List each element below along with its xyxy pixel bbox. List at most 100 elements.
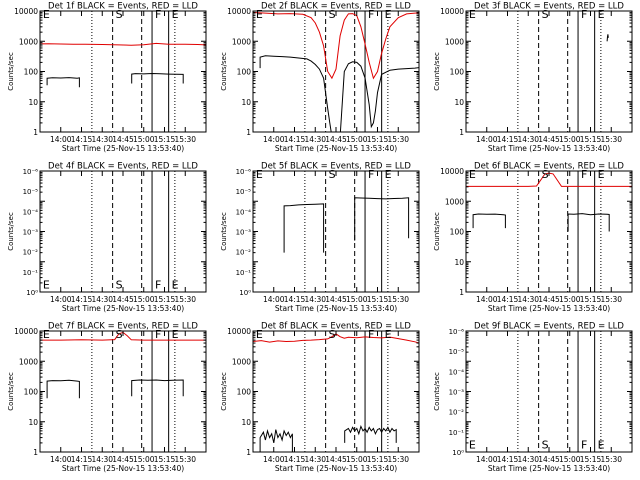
events-series-1: [46, 77, 80, 88]
ytick-label: 10⁻⁶: [236, 168, 252, 176]
ytick-label: 10⁻¹: [236, 269, 252, 277]
xtick-label: 14:00: [263, 295, 285, 304]
events-series-2: [131, 379, 184, 397]
xtick-label: 15:15: [154, 295, 176, 304]
ytick-label: 1: [246, 128, 251, 137]
ytick-label: 10: [241, 98, 251, 107]
xtick-label: 14:45: [538, 135, 560, 144]
marker-label-1: E: [43, 328, 50, 341]
ytick-label: 10⁰: [239, 289, 251, 297]
xtick-label: 14:15: [71, 455, 93, 464]
xtick-label: 15:30: [387, 455, 409, 464]
xtick-label: 15:15: [580, 455, 602, 464]
xtick-label: 15:00: [346, 455, 368, 464]
events-series-2: [354, 197, 410, 241]
event-markers: [517, 11, 602, 132]
marker-label-2: S: [542, 168, 549, 181]
events-series-1: [283, 203, 325, 253]
xtick-label: 15:00: [559, 295, 581, 304]
ytick-label: 10: [28, 98, 38, 107]
marker-label-2: S: [116, 328, 123, 341]
x-axis-label: Start Time (25-Nov-15 13:53:40): [62, 464, 184, 473]
marker-label-4: E: [385, 328, 392, 341]
event-markers: [91, 171, 176, 292]
xtick-label: 14:30: [91, 455, 113, 464]
xtick-label: 14:30: [304, 135, 326, 144]
ytick-label: 10000: [227, 7, 251, 16]
marker-label-1: E: [256, 8, 263, 21]
xtick-label: 15:00: [559, 135, 581, 144]
xtick-label: 14:30: [517, 295, 539, 304]
xtick-label: 15:30: [174, 295, 196, 304]
events-series-2: [344, 424, 397, 443]
marker-label-3: F: [368, 328, 374, 341]
events-series-1: [606, 34, 609, 42]
series-group: [253, 11, 419, 132]
xtick-label: 14:45: [112, 455, 134, 464]
ytick-label: 10000: [14, 7, 38, 16]
ytick-label: 100: [450, 68, 465, 77]
xtick-label: 14:00: [476, 455, 498, 464]
xtick-label: 14:45: [112, 135, 134, 144]
xtick-label: 14:30: [304, 455, 326, 464]
ytick-label: 100: [237, 68, 252, 77]
ytick-label: 1: [33, 128, 38, 137]
xtick-label: 15:15: [154, 135, 176, 144]
series-group: [466, 172, 632, 232]
ytick-label: 100: [24, 68, 39, 77]
marker-label-1: E: [469, 438, 476, 451]
xtick-label: 15:30: [174, 135, 196, 144]
ytick-label: 10⁻¹: [23, 269, 39, 277]
axes-frame: [39, 330, 207, 453]
ytick-label: 100: [450, 228, 465, 237]
xtick-label: 15:15: [367, 135, 389, 144]
lld-series-2: [253, 11, 419, 80]
xtick-label: 14:30: [517, 455, 539, 464]
event-markers: [517, 331, 602, 452]
marker-label-4: E: [385, 8, 392, 21]
ytick-label: 10000: [227, 327, 251, 336]
marker-label-3: F: [368, 8, 374, 21]
xtick-label: 15:30: [600, 455, 622, 464]
ytick-label: 10⁻⁵: [236, 188, 252, 196]
axes-frame: [252, 10, 420, 133]
ytick-label: 1: [246, 448, 251, 457]
marker-label-1: E: [43, 8, 50, 21]
events-series-1: [46, 379, 80, 399]
chart-title: Det 8f BLACK = Events, RED = LLD: [261, 322, 411, 332]
marker-label-4: E: [172, 8, 179, 21]
marker-label-3: F: [155, 278, 161, 291]
y-axis-label: Counts/sec: [7, 372, 15, 411]
ytick-label: 10⁻²: [449, 409, 465, 417]
axes-frame: [252, 170, 420, 293]
xtick-label: 15:00: [133, 295, 155, 304]
marker-label-2: S: [542, 438, 549, 451]
ytick-label: 100: [24, 388, 39, 397]
ytick-label: 1000: [19, 357, 38, 366]
x-axis-label: Start Time (25-Nov-15 13:53:40): [275, 304, 397, 313]
xtick-label: 15:00: [346, 135, 368, 144]
x-axis-label: Start Time (25-Nov-15 13:53:40): [62, 144, 184, 153]
chart-title: Det 1f BLACK = Events, RED = LLD: [48, 2, 198, 12]
xtick-label: 14:15: [71, 295, 93, 304]
axes-frame: [465, 330, 633, 453]
ytick-label: 10⁻⁴: [236, 208, 252, 216]
ytick-label: 1: [459, 288, 464, 297]
events-series-1: [259, 428, 293, 452]
xtick-label: 15:30: [600, 135, 622, 144]
ytick-label: 1000: [445, 37, 464, 46]
xtick-label: 14:45: [538, 455, 560, 464]
xtick-label: 15:00: [346, 295, 368, 304]
xtick-label: 14:00: [50, 135, 72, 144]
event-markers: [304, 11, 389, 132]
xtick-label: 14:45: [112, 295, 134, 304]
y-axis-label: Counts/sec: [7, 52, 15, 91]
y-axis-label: Counts/sec: [220, 372, 228, 411]
xtick-label: 14:15: [497, 455, 519, 464]
marker-label-1: E: [256, 328, 263, 341]
